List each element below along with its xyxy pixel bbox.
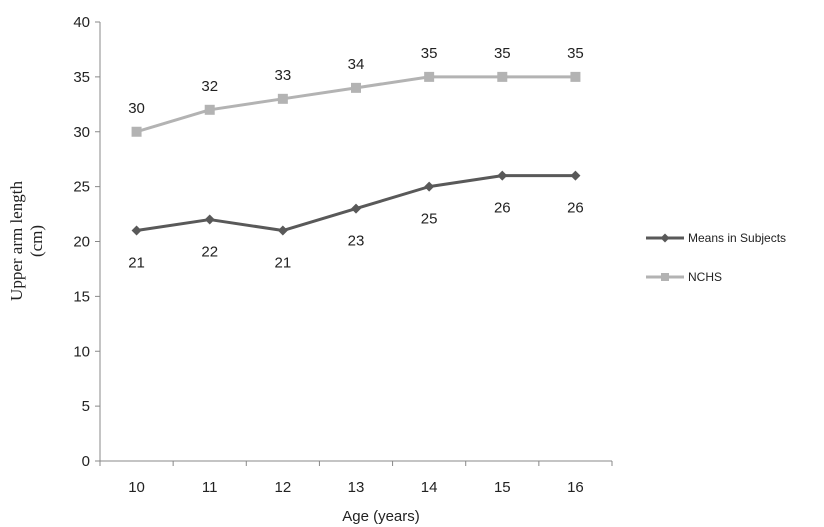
x-tick-label: 16 bbox=[567, 479, 584, 496]
data-label: 26 bbox=[494, 200, 511, 217]
x-tick-label: 12 bbox=[275, 479, 292, 496]
y-tick-label: 10 bbox=[73, 343, 90, 360]
legend: Means in Subjects NCHS bbox=[646, 231, 786, 284]
x-tick-label: 13 bbox=[348, 479, 365, 496]
y-tick-label: 35 bbox=[73, 69, 90, 86]
y-tick-label: 0 bbox=[82, 453, 90, 470]
data-label: 21 bbox=[128, 255, 145, 272]
data-label: 35 bbox=[567, 45, 584, 62]
y-axis-title: Upper arm length (cm) bbox=[7, 181, 46, 301]
y-tick-label: 30 bbox=[73, 124, 90, 141]
data-point bbox=[277, 93, 288, 104]
y-tick-label: 40 bbox=[73, 14, 90, 31]
data-label: 32 bbox=[201, 78, 218, 95]
data-label: 35 bbox=[421, 45, 438, 62]
data-point bbox=[424, 71, 435, 82]
legend-label: Means in Subjects bbox=[688, 231, 786, 245]
y-axis-title-line-2: (cm) bbox=[27, 225, 46, 257]
x-tick-label: 14 bbox=[421, 479, 438, 496]
data-label: 23 bbox=[348, 233, 365, 250]
data-point bbox=[277, 225, 288, 236]
data-point bbox=[570, 71, 581, 82]
data-point bbox=[204, 104, 215, 115]
data-label: 34 bbox=[348, 56, 365, 73]
data-point bbox=[131, 225, 142, 236]
x-tick-label: 11 bbox=[202, 479, 218, 496]
data-point bbox=[424, 181, 435, 192]
data-label: 35 bbox=[494, 45, 511, 62]
data-point bbox=[570, 170, 581, 181]
x-tick-label: 15 bbox=[494, 479, 511, 496]
legend-marker bbox=[661, 273, 669, 281]
series-group bbox=[131, 71, 581, 236]
data-label: 21 bbox=[275, 255, 292, 272]
x-axis-title: Age (years) bbox=[342, 508, 420, 525]
data-point bbox=[351, 203, 361, 214]
y-tick-label: 25 bbox=[73, 179, 90, 196]
data-point bbox=[497, 71, 508, 82]
data-labels: 21 22 21 23 25 26 26 30 32 33 34 35 35 35 bbox=[128, 45, 584, 272]
data-point bbox=[131, 126, 142, 137]
data-label: 30 bbox=[128, 100, 145, 117]
data-point bbox=[351, 82, 361, 93]
x-ticks: 10 11 12 13 14 15 16 bbox=[99, 461, 613, 496]
data-label: 22 bbox=[201, 244, 218, 261]
x-tick-label: 10 bbox=[128, 479, 145, 496]
legend-label: NCHS bbox=[688, 270, 722, 284]
y-ticks: 0 5 10 15 20 25 30 35 40 bbox=[73, 14, 100, 470]
y-tick-label: 20 bbox=[73, 234, 90, 251]
data-label: 25 bbox=[421, 211, 438, 228]
y-tick-label: 5 bbox=[82, 398, 90, 415]
data-label: 26 bbox=[567, 200, 584, 217]
data-label: 33 bbox=[275, 67, 292, 84]
legend-marker bbox=[660, 233, 670, 243]
data-point bbox=[204, 214, 215, 225]
data-point bbox=[497, 170, 508, 181]
y-tick-label: 15 bbox=[73, 288, 90, 305]
y-axis-title-line-1: Upper arm length bbox=[7, 181, 26, 301]
